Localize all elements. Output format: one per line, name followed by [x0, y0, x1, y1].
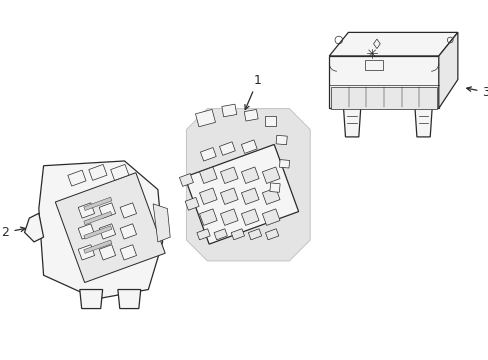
- Polygon shape: [185, 197, 199, 210]
- Polygon shape: [279, 159, 289, 168]
- Polygon shape: [241, 209, 259, 225]
- Polygon shape: [438, 32, 457, 108]
- Polygon shape: [120, 245, 136, 260]
- Polygon shape: [222, 104, 236, 117]
- Polygon shape: [197, 229, 210, 240]
- Polygon shape: [99, 203, 115, 218]
- Polygon shape: [83, 211, 112, 225]
- Polygon shape: [414, 108, 431, 137]
- Polygon shape: [199, 209, 217, 225]
- Polygon shape: [179, 174, 193, 186]
- Polygon shape: [153, 204, 170, 242]
- Polygon shape: [83, 240, 112, 253]
- Polygon shape: [78, 245, 95, 260]
- Bar: [365, 60, 382, 69]
- Polygon shape: [24, 213, 43, 242]
- Polygon shape: [99, 224, 115, 239]
- Polygon shape: [55, 173, 165, 283]
- Polygon shape: [262, 209, 280, 225]
- Polygon shape: [241, 167, 259, 184]
- Polygon shape: [219, 142, 235, 155]
- Polygon shape: [83, 197, 112, 211]
- Polygon shape: [199, 167, 217, 184]
- Polygon shape: [68, 170, 86, 186]
- Polygon shape: [231, 229, 244, 240]
- Polygon shape: [276, 135, 286, 145]
- Polygon shape: [199, 188, 217, 204]
- Polygon shape: [264, 116, 275, 126]
- Polygon shape: [200, 148, 216, 161]
- Polygon shape: [184, 144, 298, 244]
- Polygon shape: [80, 289, 102, 309]
- Polygon shape: [83, 226, 112, 239]
- Polygon shape: [120, 203, 136, 218]
- Polygon shape: [269, 183, 280, 192]
- Polygon shape: [262, 188, 280, 204]
- Polygon shape: [214, 229, 227, 240]
- Polygon shape: [89, 165, 107, 180]
- Text: 3: 3: [466, 86, 488, 99]
- Text: 2: 2: [1, 226, 25, 239]
- Polygon shape: [99, 245, 115, 260]
- Polygon shape: [78, 203, 95, 218]
- Polygon shape: [78, 224, 95, 239]
- Polygon shape: [248, 229, 261, 240]
- Bar: [330, 87, 436, 109]
- Polygon shape: [328, 56, 438, 108]
- Polygon shape: [120, 224, 136, 239]
- Polygon shape: [39, 161, 163, 299]
- Polygon shape: [241, 188, 259, 204]
- Text: 1: 1: [244, 73, 261, 109]
- Polygon shape: [220, 167, 238, 184]
- Polygon shape: [241, 140, 257, 153]
- Polygon shape: [220, 209, 238, 225]
- Polygon shape: [262, 167, 280, 184]
- Polygon shape: [244, 109, 258, 121]
- Polygon shape: [195, 109, 215, 127]
- Polygon shape: [265, 229, 278, 240]
- Polygon shape: [186, 109, 309, 261]
- Polygon shape: [220, 188, 238, 204]
- Polygon shape: [328, 32, 457, 56]
- Polygon shape: [110, 165, 129, 180]
- Polygon shape: [343, 108, 360, 137]
- Polygon shape: [118, 289, 141, 309]
